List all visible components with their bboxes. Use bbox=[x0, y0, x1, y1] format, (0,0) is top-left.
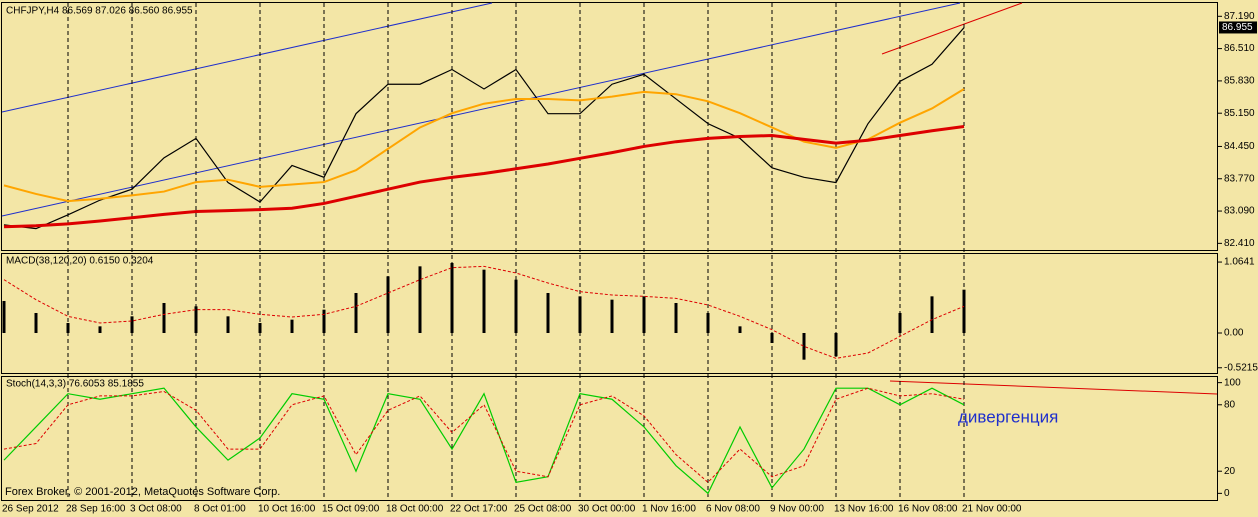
macd-panel-frame bbox=[1, 253, 1218, 374]
stoch-panel-frame bbox=[1, 376, 1218, 501]
series-line bbox=[3, 387, 965, 483]
panel-title: MACD(38,120,20) 0.6150 0.3204 bbox=[6, 256, 154, 267]
y-tick-label: 83.770 bbox=[1224, 173, 1255, 184]
histogram-bar bbox=[66, 323, 70, 333]
series-line bbox=[3, 88, 965, 203]
histogram-bar bbox=[194, 306, 198, 333]
x-tick-label: 26 Sep 2012 bbox=[2, 504, 59, 515]
last-price-box bbox=[1219, 21, 1257, 34]
y-tick-label: 86.510 bbox=[1224, 43, 1255, 54]
histogram-bar bbox=[834, 333, 838, 357]
histogram-bar bbox=[610, 299, 614, 333]
x-tick-label: 28 Sep 16:00 bbox=[66, 504, 126, 515]
histogram-bar bbox=[418, 266, 422, 333]
histogram-bar bbox=[2, 301, 6, 333]
histogram-bar bbox=[770, 333, 774, 343]
x-tick-label: 16 Nov 08:00 bbox=[898, 504, 958, 515]
y-tick-label: 0 bbox=[1224, 488, 1230, 499]
histogram-bar bbox=[578, 296, 582, 333]
y-tick-label: -0.5215 bbox=[1224, 362, 1258, 373]
x-tick-label: 3 Oct 08:00 bbox=[130, 504, 182, 515]
histogram-bar bbox=[386, 276, 390, 333]
histogram-bar bbox=[962, 289, 966, 333]
y-tick-label: 87.190 bbox=[1224, 11, 1255, 22]
x-tick-label: 25 Oct 08:00 bbox=[514, 504, 572, 515]
price-panel-frame bbox=[1, 2, 1218, 251]
divergence-line bbox=[889, 380, 1218, 395]
histogram-bar bbox=[322, 309, 326, 333]
last-price-label: 86.955 bbox=[1222, 22, 1253, 33]
y-tick-label: 82.410 bbox=[1224, 238, 1255, 249]
y-tick-label: 100 bbox=[1224, 377, 1241, 388]
histogram-bar bbox=[226, 316, 230, 333]
y-tick-label: 20 bbox=[1224, 466, 1236, 477]
series-line bbox=[3, 387, 965, 495]
panel-title: Stoch(14,3,3) 76.6053 85.1855 bbox=[6, 379, 144, 390]
x-tick-label: 18 Oct 00:00 bbox=[386, 504, 444, 515]
x-tick-label: 30 Oct 00:00 bbox=[578, 504, 636, 515]
histogram-bar bbox=[290, 319, 294, 333]
trend-line bbox=[881, 2, 1023, 55]
histogram-bar bbox=[98, 326, 102, 333]
x-tick-label: 10 Oct 16:00 bbox=[258, 504, 316, 515]
histogram-bar bbox=[546, 293, 550, 333]
y-tick-label: 83.090 bbox=[1224, 206, 1255, 217]
panel-title: CHFJPY,H4 86.569 87.026 86.560 86.955 bbox=[6, 6, 193, 17]
y-tick-label: 84.450 bbox=[1224, 141, 1255, 152]
histogram-bar bbox=[674, 303, 678, 333]
annotation: дивергенция bbox=[958, 407, 1058, 426]
x-tick-label: 21 Nov 00:00 bbox=[962, 504, 1022, 515]
histogram-bar bbox=[898, 313, 902, 333]
histogram-bar bbox=[738, 326, 742, 333]
y-tick-label: 85.830 bbox=[1224, 76, 1255, 87]
series-line bbox=[3, 27, 965, 230]
x-tick-label: 8 Oct 01:00 bbox=[194, 504, 246, 515]
x-tick-label: 13 Nov 16:00 bbox=[834, 504, 894, 515]
histogram-bar bbox=[162, 303, 166, 333]
trend-channel-lower bbox=[1, 2, 961, 217]
y-tick-label: 85.150 bbox=[1224, 108, 1255, 119]
x-tick-label: 22 Oct 17:00 bbox=[450, 504, 508, 515]
y-tick-label: 80 bbox=[1224, 399, 1236, 410]
histogram-bar bbox=[34, 313, 38, 333]
histogram-bar bbox=[642, 296, 646, 333]
histogram-bar bbox=[130, 316, 134, 333]
histogram-bar bbox=[802, 333, 806, 360]
histogram-bar bbox=[930, 296, 934, 333]
footer: Forex Broker, © 2001-2012, MetaQuotes So… bbox=[5, 486, 280, 498]
histogram-bar bbox=[258, 323, 262, 333]
y-tick-label: 0.00 bbox=[1224, 328, 1244, 339]
x-tick-label: 6 Nov 08:00 bbox=[706, 504, 760, 515]
histogram-bar bbox=[706, 313, 710, 333]
histogram-bar bbox=[482, 269, 486, 333]
trend-channel-upper bbox=[1, 2, 493, 113]
histogram-bar bbox=[450, 263, 454, 333]
histogram-bar bbox=[514, 279, 518, 333]
x-tick-label: 15 Oct 09:00 bbox=[322, 504, 380, 515]
x-tick-label: 1 Nov 16:00 bbox=[642, 504, 696, 515]
y-tick-label: 1.0641 bbox=[1224, 257, 1255, 268]
series-line bbox=[3, 125, 965, 229]
x-tick-label: 9 Nov 00:00 bbox=[770, 504, 824, 515]
histogram-bar bbox=[354, 293, 358, 333]
series-line bbox=[3, 265, 965, 359]
